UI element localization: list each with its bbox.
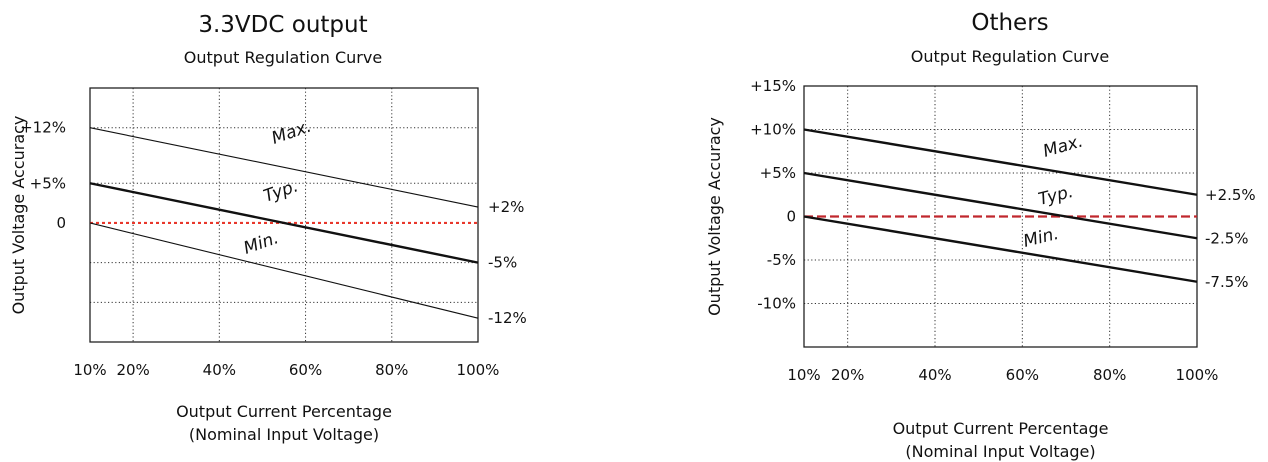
chart-left-end-value-label: -5% <box>488 254 517 272</box>
chart-left-end-value-label: +2% <box>488 198 524 216</box>
chart-right-x-axis-label-secondary: (Nominal Input Voltage) <box>905 442 1095 461</box>
chart-right-x-tick-label: 40% <box>918 366 951 384</box>
chart-right-series-min-line <box>803 215 1198 283</box>
chart-left-x-tick-label: 100% <box>457 361 500 379</box>
chart-left-y-tick-label: +5% <box>30 174 66 192</box>
chart-right-y-tick-label: +10% <box>750 121 796 139</box>
chart-right-x-tick-label: 60% <box>1006 366 1039 384</box>
chart-left-x-tick-label: 20% <box>116 361 149 379</box>
chart-right-x-tick-label: 20% <box>831 366 864 384</box>
chart-left-x-axis-label-secondary: (Nominal Input Voltage) <box>189 425 379 444</box>
chart-right-series-typ-label: Typ. <box>1036 182 1075 210</box>
chart-right-y-axis-label: Output Voltage Accuracy <box>705 117 724 316</box>
chart-right-subtitle: Output Regulation Curve <box>911 47 1109 66</box>
chart-right-end-value-label: -2.5% <box>1205 229 1249 247</box>
chart-left-x-axis-label: Output Current Percentage <box>176 402 392 421</box>
chart-right-end-value-label: +2.5% <box>1205 186 1256 204</box>
chart-left-subtitle: Output Regulation Curve <box>184 48 382 67</box>
chart-right-y-tick-label: -10% <box>757 295 796 313</box>
chart-left-series-typ-label: Typ. <box>261 176 301 206</box>
chart-right-y-tick-label: 0 <box>786 208 796 226</box>
chart-left-end-value-label: -12% <box>488 309 527 327</box>
chart-left-x-tick-label: 80% <box>375 361 408 379</box>
chart-left-y-axis-label: Output Voltage Accuracy <box>9 116 28 315</box>
chart-right-series-max-label: Max. <box>1041 131 1086 161</box>
chart-right-end-value-label: -7.5% <box>1205 273 1249 291</box>
chart-right-x-tick-label: 10% <box>787 366 820 384</box>
chart-left-series-min-line <box>89 222 479 319</box>
chart-left-x-tick-label: 40% <box>203 361 236 379</box>
chart-right-y-tick-label: -5% <box>767 251 796 269</box>
chart-right-y-tick-label: +15% <box>750 77 796 95</box>
chart-right-x-tick-label: 80% <box>1093 366 1126 384</box>
chart-left-series-max-label: Max. <box>269 117 314 149</box>
chart-left-series-typ-line <box>89 182 479 264</box>
chart-left-y-tick-label: +12% <box>20 119 66 137</box>
chart-right-x-axis-label: Output Current Percentage <box>893 419 1109 438</box>
chart-left-plot-frame <box>89 87 479 343</box>
chart-left-x-tick-label: 60% <box>289 361 322 379</box>
chart-right-series-typ-line <box>803 171 1198 240</box>
chart-left-series-max-line <box>89 127 479 208</box>
chart-left-series-min-label: Min. <box>241 228 281 258</box>
chart-right-y-tick-label: +5% <box>760 164 796 182</box>
chart-right-x-tick-label: 100% <box>1176 366 1219 384</box>
chart-left-y-tick-label: 0 <box>56 214 66 232</box>
chart-left-title: 3.3VDC output <box>198 12 367 38</box>
chart-left-x-tick-label: 10% <box>73 361 106 379</box>
chart-right-title: Others <box>971 10 1048 36</box>
chart-right-series-min-label: Min. <box>1021 224 1060 252</box>
chart-right-series-max-line <box>803 128 1198 196</box>
